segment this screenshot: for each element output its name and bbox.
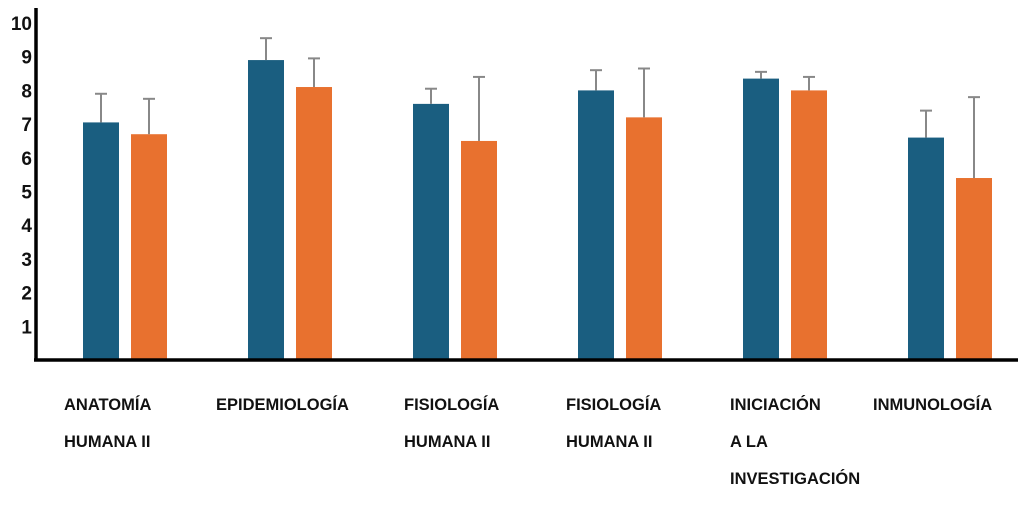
error-bars-group xyxy=(95,37,980,179)
x-category-label: ANATOMÍA HUMANA II xyxy=(64,387,151,461)
x-category-label-line: EPIDEMIOLOGÍA xyxy=(216,396,349,414)
bars-group xyxy=(83,60,992,361)
x-category-label-line: FISIOLOGÍA xyxy=(404,396,500,414)
x-category-label: INICIACIÓN A LA INVESTIGACIÓN xyxy=(730,387,860,498)
bar-series-1 xyxy=(413,103,449,360)
x-category-label-line: HUMANA II xyxy=(404,433,491,451)
x-category-label-line: A LA xyxy=(730,433,768,451)
y-tick-label: 7 xyxy=(21,115,32,136)
y-tick-label: 3 xyxy=(21,250,32,271)
bar-series-2 xyxy=(461,140,497,360)
bar-series-1 xyxy=(908,137,944,360)
bar-chart: 1 2 3 4 5 6 7 8 9 10 xyxy=(11,8,1018,362)
y-tick-label: 2 xyxy=(21,284,32,305)
x-category-label-line: INMUNOLOGÍA xyxy=(873,396,993,414)
bar-series-2 xyxy=(791,90,827,361)
bar-series-2 xyxy=(626,117,662,360)
y-axis-ticks: 1 2 3 4 5 6 7 8 9 10 xyxy=(11,14,33,338)
y-tick-label: 10 xyxy=(11,14,32,35)
y-tick-label: 1 xyxy=(21,317,32,338)
y-tick-label: 4 xyxy=(21,216,32,237)
x-category-label-line: HUMANA II xyxy=(566,433,653,451)
bar-series-1 xyxy=(248,60,284,360)
x-category-label: FISIOLOGÍA HUMANA II xyxy=(566,387,661,461)
x-category-label: INMUNOLOGÍA xyxy=(873,387,992,424)
x-category-label: FISIOLOGÍA HUMANA II xyxy=(404,387,499,461)
x-category-label-line: ANATOMÍA xyxy=(64,396,152,414)
y-tick-label: 6 xyxy=(21,149,32,170)
x-category-label-line: INICIACIÓN xyxy=(730,396,821,414)
x-category-label-line: HUMANA II xyxy=(64,433,151,451)
y-tick-label: 5 xyxy=(21,183,32,204)
bar-series-1 xyxy=(83,122,119,360)
bar-series-2 xyxy=(956,178,992,360)
y-tick-label: 9 xyxy=(21,48,32,69)
x-category-label-line: FISIOLOGÍA xyxy=(566,396,662,414)
bar-series-2 xyxy=(296,87,332,360)
x-category-label-line: INVESTIGACIÓN xyxy=(730,470,861,488)
bar-series-1 xyxy=(578,90,614,361)
x-category-label: EPIDEMIOLOGÍA xyxy=(216,387,349,424)
y-tick-label: 8 xyxy=(21,81,32,102)
bar-series-1 xyxy=(743,78,779,360)
bar-series-2 xyxy=(131,134,167,360)
